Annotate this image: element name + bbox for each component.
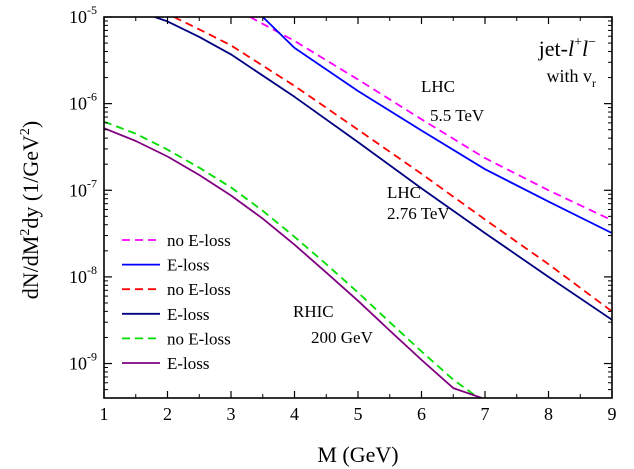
- y-tick-label: 10-7: [69, 176, 97, 200]
- series-line-3: [154, 17, 612, 321]
- legend: no E-loss E-loss no E-loss E-loss no E-loss E…: [122, 231, 231, 373]
- series-line-4: [104, 120, 480, 398]
- title-plus: +: [574, 35, 582, 50]
- x-axis-label: M (GeV): [317, 442, 398, 467]
- annotation-lhc-55-line1: LHC: [421, 77, 455, 96]
- ylabel-c: ): [18, 121, 43, 128]
- x-tick-label: 2: [163, 404, 172, 424]
- y-tick-label: 10-6: [69, 90, 97, 114]
- ylabel-a-sup: 2: [18, 229, 33, 236]
- legend-label: E-loss: [167, 354, 210, 373]
- series-line-5: [104, 127, 483, 398]
- annotation-lhc-276-line1: LHC: [387, 183, 421, 202]
- title-l: l: [568, 36, 574, 61]
- series-line-0: [249, 17, 612, 222]
- annotation-lhc-276-line2: 2.76 TeV: [387, 204, 450, 223]
- x-tick-label: 5: [354, 404, 363, 424]
- x-tick-label: 9: [608, 404, 617, 424]
- title-main: jet-: [538, 36, 568, 61]
- legend-label: E-loss: [167, 256, 210, 275]
- subtitle-sub: r: [592, 76, 596, 90]
- legend-label: no E-loss: [167, 329, 231, 348]
- x-tick-label: 3: [227, 404, 236, 424]
- x-tick-label: 7: [481, 404, 490, 424]
- legend-label: no E-loss: [167, 280, 231, 299]
- y-tick-label: 10-5: [69, 3, 97, 27]
- title-minus: −: [588, 35, 596, 50]
- ylabel-a: dN/dM: [18, 236, 43, 300]
- x-tick-label: 8: [544, 404, 553, 424]
- plot-frame: [103, 16, 613, 399]
- subtitle-text: with v: [546, 66, 592, 86]
- annotation-lhc-55-line2: 5.5 TeV: [430, 106, 485, 125]
- series-line-2: [173, 17, 612, 313]
- legend-label: E-loss: [167, 305, 210, 324]
- x-tick-label: 6: [417, 404, 426, 424]
- x-tick-label: 4: [290, 404, 299, 424]
- series-layer: [104, 17, 612, 398]
- chart-subtitle: with vr: [546, 66, 596, 90]
- ticks-layer: 1 2 3 4 5 6 7 8 9 10-9 10-8 10-7 10-6 10-5: [69, 3, 617, 424]
- legend-label: no E-loss: [167, 231, 231, 250]
- chart-title: jet-l+l−: [538, 35, 596, 61]
- title-l2: l: [582, 36, 588, 61]
- y-tick-label: 10-8: [69, 263, 97, 287]
- y-axis-label: dN/dM2dy (1/GeV2): [18, 121, 43, 299]
- ylabel-b: dy (1/GeV: [18, 135, 43, 229]
- annotation-rhic-line2: 200 GeV: [311, 328, 374, 347]
- series-line-1: [262, 17, 612, 234]
- x-tick-label: 1: [100, 404, 109, 424]
- y-tick-label: 10-9: [69, 350, 97, 374]
- ylabel-b-sup: 2: [18, 128, 33, 135]
- annotation-rhic-line1: RHIC: [293, 302, 334, 321]
